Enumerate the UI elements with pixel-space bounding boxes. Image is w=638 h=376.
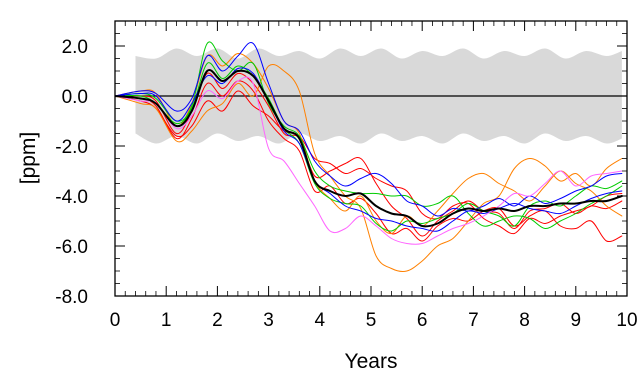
series-line-5 — [115, 52, 623, 235]
x-tick-label: 8 — [519, 310, 530, 331]
series-line-3 — [115, 90, 623, 235]
y-tick-label: -6.0 — [55, 237, 88, 258]
x-tick-label: 10 — [616, 310, 637, 331]
x-tick-label: 6 — [417, 310, 428, 331]
y-tick-label: 2.0 — [62, 37, 88, 58]
series-line-1 — [115, 80, 623, 243]
x-tick-label: 4 — [315, 310, 326, 331]
x-tick-label: 2 — [212, 310, 223, 331]
series-line-11 — [115, 68, 623, 228]
series-line-4 — [115, 63, 623, 272]
x-tick-label: 5 — [366, 310, 377, 331]
x-tick-label: 7 — [468, 310, 479, 331]
x-tick-label: 1 — [161, 310, 172, 331]
x-axis-title: Years — [345, 350, 398, 373]
series-line-6 — [115, 41, 623, 230]
y-tick-label: -2.0 — [55, 137, 88, 158]
y-tick-label: 0.0 — [62, 87, 88, 108]
series-line-10 — [115, 76, 623, 245]
y-axis-title: [ppm] — [17, 132, 40, 185]
x-tick-label: 3 — [263, 310, 274, 331]
series-line-8 — [115, 42, 623, 217]
y-tick-label: -8.0 — [55, 287, 88, 308]
series-line-2 — [115, 72, 623, 237]
series-line-9 — [115, 67, 623, 232]
x-tick-label: 9 — [571, 310, 582, 331]
y-tick-label: -4.0 — [55, 187, 88, 208]
x-tick-label: 0 — [110, 310, 121, 331]
